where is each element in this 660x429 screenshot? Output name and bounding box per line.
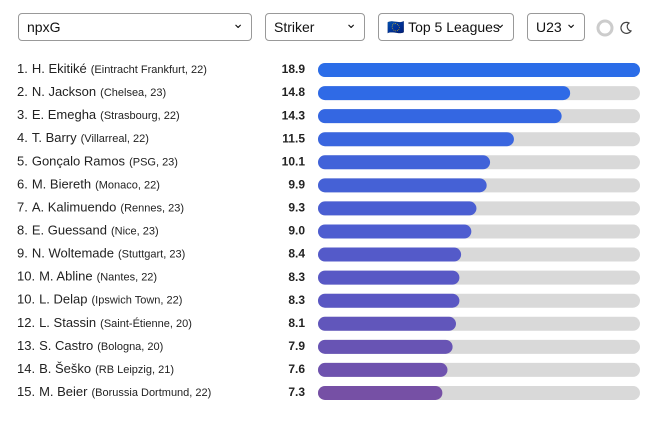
light-toggle[interactable] [596,19,614,37]
player-detail: (RB Leipzig, 21) [95,364,174,376]
bar [318,63,640,77]
player-name: A. Kalimuendo [32,200,117,215]
player-name: M. Biereth [32,177,91,192]
player-name: S. Castro [39,338,93,353]
player-label: 2. N. Jackson (Chelsea, 23) [17,85,166,100]
value-label: 8.1 [288,316,305,330]
player-label: 10. L. Delap (Ipswich Town, 22) [17,292,182,307]
player-name: E. Guessand [32,223,107,238]
bar [318,155,491,170]
bar [318,293,460,308]
value-label: 9.9 [288,178,305,192]
value-label: 8.3 [288,293,305,307]
rank: 12. [17,315,35,330]
value-label: 9.3 [288,201,305,215]
value-label: 18.9 [282,62,306,76]
age-select[interactable]: U23 [527,10,585,41]
rank: 14. [17,361,35,376]
player-detail: (Ipswich Town, 22) [92,295,183,307]
value-label: 14.8 [282,85,306,99]
rank: 2. [17,85,28,100]
player-detail: (Monaco, 22) [95,179,160,191]
player-label: 6. M. Biereth (Monaco, 22) [17,177,160,192]
bar [318,178,487,193]
player-detail: (Saint-Étienne, 20) [100,317,192,330]
player-label: 4. T. Barry (Villarreal, 22) [17,131,149,146]
rank: 13. [17,338,35,353]
value-label: 10.1 [282,154,306,168]
player-label: 10. M. Abline (Nantes, 22) [17,269,157,284]
value-label: 8.4 [288,247,305,261]
rank: 4. [17,131,28,146]
player-name: M. Abline [39,269,92,284]
bar [318,339,453,354]
player-name: L. Delap [39,292,87,307]
bar [318,109,562,124]
player-detail: (Rennes, 23) [120,202,184,214]
rank: 5. [17,154,28,169]
player-name: N. Jackson [32,85,96,100]
player-label: 15. M. Beier (Borussia Dortmund, 22) [17,384,211,399]
player-label: 13. S. Castro (Bologna, 20) [17,338,163,353]
rank: 8. [17,223,28,238]
player-name: T. Barry [32,131,77,146]
rank: 10. [17,269,35,284]
bar [318,316,456,331]
value-label: 9.0 [288,224,305,238]
player-detail: (PSG, 23) [129,156,178,168]
player-detail: (Villarreal, 22) [81,133,149,145]
player-name: L. Stassin [39,315,96,330]
position-select[interactable]: Striker [265,10,365,41]
player-name: B. Šeško [39,361,91,376]
value-label: 7.6 [288,362,305,376]
bar [318,270,460,285]
rank: 7. [17,200,28,215]
player-label: 8. E. Guessand (Nice, 23) [17,223,159,238]
value-label: 7.3 [288,385,305,399]
value-label: 7.9 [288,339,305,353]
rank: 3. [17,108,28,123]
bar [318,224,472,239]
player-label: 7. A. Kalimuendo (Rennes, 23) [17,200,184,215]
value-label: 8.3 [288,270,305,284]
rank: 6. [17,177,28,192]
league-select[interactable]: 🇪🇺 Top 5 Leagues [378,10,514,41]
bar [318,132,514,147]
value-label: 11.5 [282,131,305,145]
player-label: 3. E. Emegha (Strasbourg, 22) [17,108,180,123]
bar [318,247,462,262]
player-name: M. Beier [39,384,88,399]
rank: 10. [17,292,35,307]
bar [318,201,477,216]
rank: 15. [17,384,35,399]
metric-select[interactable]: npxG [18,10,252,41]
player-name: Gonçalo Ramos [32,154,126,169]
dark-toggle[interactable] [620,21,633,34]
player-detail: (Stuttgart, 23) [118,248,185,260]
player-name: N. Woltemade [32,246,114,261]
rank: 1. [17,61,28,76]
value-label: 14.3 [282,108,306,122]
player-detail: (Nice, 23) [111,225,159,237]
bar [318,362,448,377]
player-label: 9. N. Woltemade (Stuttgart, 23) [17,246,185,261]
player-label: 14. B. Šeško (RB Leipzig, 21) [17,361,174,376]
player-label: 5. Gonçalo Ramos (PSG, 23) [17,154,178,169]
player-label: 12. L. Stassin (Saint-Étienne, 20) [17,315,192,330]
player-name: E. Emegha [32,108,97,123]
player-label: 1. H. Ekitiké (Eintracht Frankfurt, 22) [17,61,207,76]
player-name: H. Ekitiké [32,61,87,76]
player-detail: (Borussia Dortmund, 22) [91,387,211,399]
player-detail: (Nantes, 22) [97,272,158,284]
player-detail: (Bologna, 20) [97,341,163,353]
bar [318,86,571,101]
player-detail: (Chelsea, 23) [100,87,166,99]
rank: 9. [17,246,28,261]
bar [318,385,443,400]
player-detail: (Strasbourg, 22) [100,110,179,122]
player-detail: (Eintracht Frankfurt, 22) [91,64,207,76]
